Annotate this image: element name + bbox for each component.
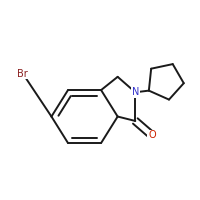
Text: Br: Br: [17, 69, 28, 79]
Text: O: O: [148, 130, 156, 140]
Text: N: N: [132, 87, 139, 97]
